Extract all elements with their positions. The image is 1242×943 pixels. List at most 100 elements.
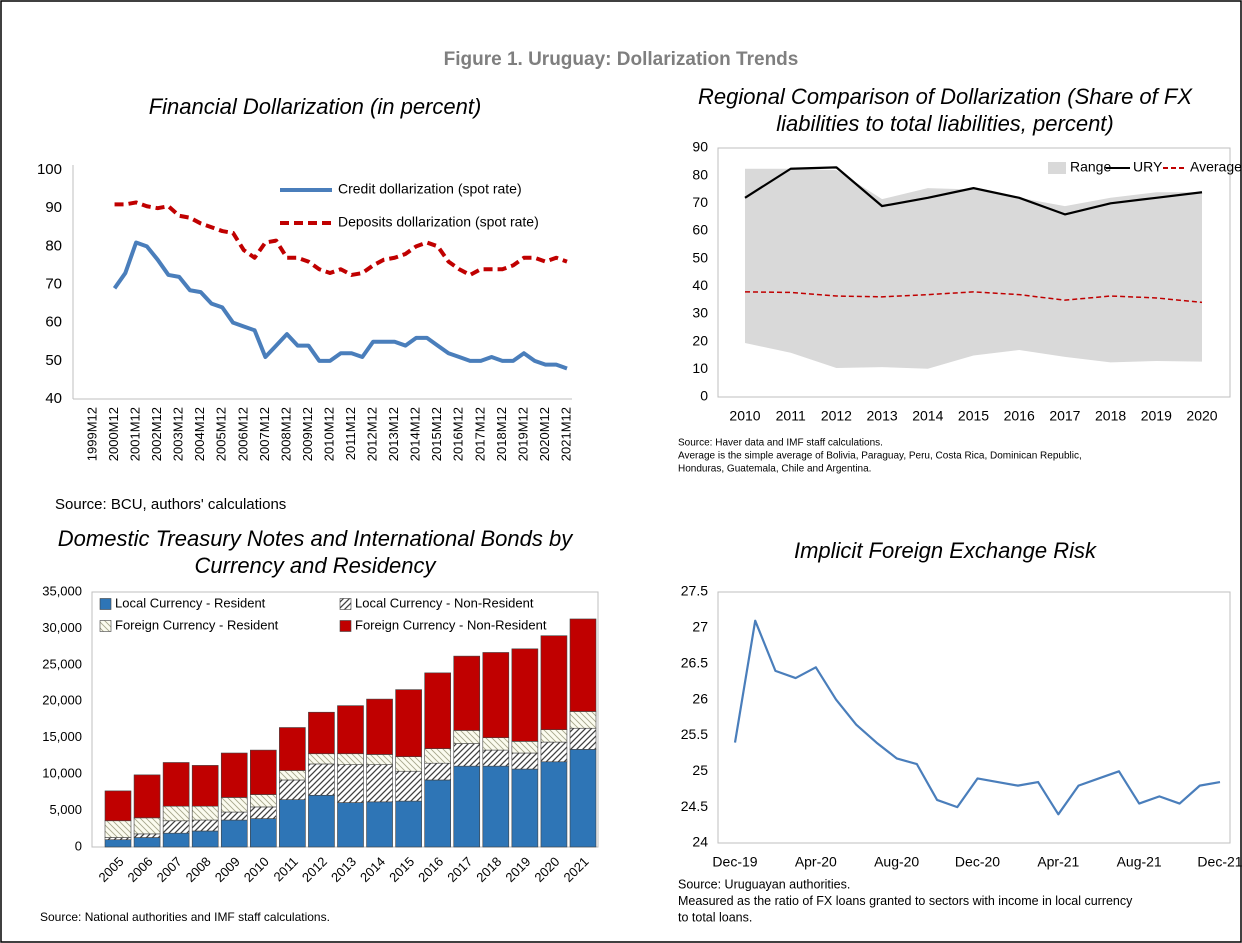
source-note: Source: BCU, authors' calculations [55, 496, 286, 513]
bar-segment [569, 749, 597, 848]
chart-title: Financial Dollarization (in percent) [149, 94, 482, 119]
x-tick-label: 2007M12 [257, 407, 272, 461]
bar-segment [540, 741, 568, 763]
bar-segment [453, 743, 481, 767]
bar-segment [104, 820, 132, 838]
legend-label: Local Currency - Resident [115, 595, 266, 610]
chart-title: Implicit Foreign Exchange Risk [794, 538, 1097, 563]
x-tick-label: 2015M12 [429, 407, 444, 461]
x-tick-label: 2013M12 [386, 407, 401, 461]
bar-segment [162, 820, 190, 834]
source-note: Source: Uruguayan authorities. [678, 877, 850, 891]
y-tick-label: 26.5 [681, 654, 708, 670]
source-note: Honduras, Guatemala, Chile and Argentina… [678, 464, 871, 475]
y-tick-label: 15,000 [42, 729, 82, 744]
bar-segment [569, 711, 597, 729]
legend-swatch [99, 620, 112, 632]
y-tick-label: 20,000 [42, 693, 82, 708]
line-series [744, 166, 1203, 216]
bar-segment [133, 833, 161, 838]
x-tick-label: 2013 [867, 408, 898, 424]
x-tick-label: 2009M12 [300, 407, 315, 461]
x-tick-label: 1999M12 [84, 407, 99, 461]
y-tick-label: 25 [692, 762, 708, 778]
bar-segment [511, 741, 539, 754]
bar-segment [191, 830, 219, 848]
x-tick-label: 2012M12 [365, 407, 380, 461]
bar-segment [482, 652, 510, 739]
legend-label: Foreign Currency - Resident [115, 617, 279, 632]
bar-segment [308, 711, 335, 755]
x-tick-label: 2014M12 [408, 407, 423, 461]
chart-title: Domestic Treasury Notes and Internationa… [58, 526, 574, 551]
y-tick-label: 60 [45, 314, 62, 331]
y-tick-label: 70 [45, 275, 62, 292]
y-tick-label: 0 [700, 388, 708, 404]
bar-segment [250, 749, 277, 795]
x-tick-label: 2020 [1186, 408, 1217, 424]
bar-segment [540, 761, 568, 848]
x-tick-label: 2016 [1004, 408, 1035, 424]
line-series [744, 291, 1203, 304]
x-tick-label: 2010M12 [321, 407, 336, 461]
bar-segment [279, 799, 306, 848]
bar-segment [569, 618, 597, 712]
bar-segment [279, 779, 306, 800]
bar-segment [250, 806, 277, 819]
y-tick-label: 24 [692, 834, 708, 850]
bar-segment [279, 770, 306, 781]
bar-segment [395, 770, 422, 802]
bar-segment [337, 764, 364, 803]
y-tick-label: 26 [692, 690, 708, 706]
bar-segment [191, 819, 219, 832]
y-tick-label: 25,000 [42, 656, 82, 671]
y-tick-label: 60 [692, 222, 708, 238]
bar-segment [337, 705, 364, 755]
bar-segment [162, 762, 190, 807]
bar-segment [250, 818, 277, 848]
bar-segment [308, 753, 335, 765]
bar-segment [366, 698, 393, 755]
y-tick-label: 25.5 [681, 726, 708, 742]
figure-title: Figure 1. Uruguay: Dollarization Trends [444, 49, 799, 70]
source-note: Source: National authorities and IMF sta… [40, 910, 330, 924]
bar-segment [308, 763, 335, 796]
x-tick-label: Aug-21 [1117, 854, 1162, 870]
bar-segment [424, 672, 451, 749]
bar-segment [191, 765, 219, 807]
x-tick-label: 2017M12 [472, 407, 487, 461]
bar-segment [453, 655, 481, 731]
bar-segment [191, 805, 219, 821]
legend-label: Deposits dollarization (spot rate) [338, 214, 539, 230]
bar-segment [162, 832, 190, 848]
x-tick-label: 2008M12 [278, 407, 293, 461]
bar-segment [104, 837, 132, 841]
bar-segment [453, 730, 481, 744]
bar-segment [482, 765, 510, 848]
y-tick-label: 90 [45, 199, 62, 216]
y-tick-label: 100 [37, 161, 62, 178]
bar-segment [511, 752, 539, 770]
x-tick-label: 2016M12 [451, 407, 466, 461]
bar-segment [133, 774, 161, 819]
x-tick-label: 2000M12 [106, 407, 121, 461]
x-tick-label: 2002M12 [149, 407, 164, 461]
y-tick-label: 10,000 [42, 766, 82, 781]
y-tick-label: 40 [692, 277, 708, 293]
x-tick-label: 2012 [821, 408, 852, 424]
source-note: to total loans. [678, 910, 752, 924]
source-note: Measured as the ratio of FX loans grante… [678, 894, 1133, 908]
chart-title: Currency and Residency [195, 553, 438, 578]
bar-segment [424, 762, 451, 781]
y-tick-label: 24.5 [681, 798, 708, 814]
x-tick-label: 2019M12 [515, 407, 530, 461]
bar-segment [337, 753, 364, 765]
y-tick-label: 5,000 [49, 802, 82, 817]
bar-segment [220, 811, 248, 821]
bar-segment [104, 790, 132, 822]
line-series [733, 619, 1221, 816]
source-note: Average is the simple average of Bolivia… [678, 451, 1082, 462]
y-tick-label: 10 [692, 360, 708, 376]
bar-segment [133, 837, 161, 848]
y-tick-label: 27 [692, 619, 708, 635]
